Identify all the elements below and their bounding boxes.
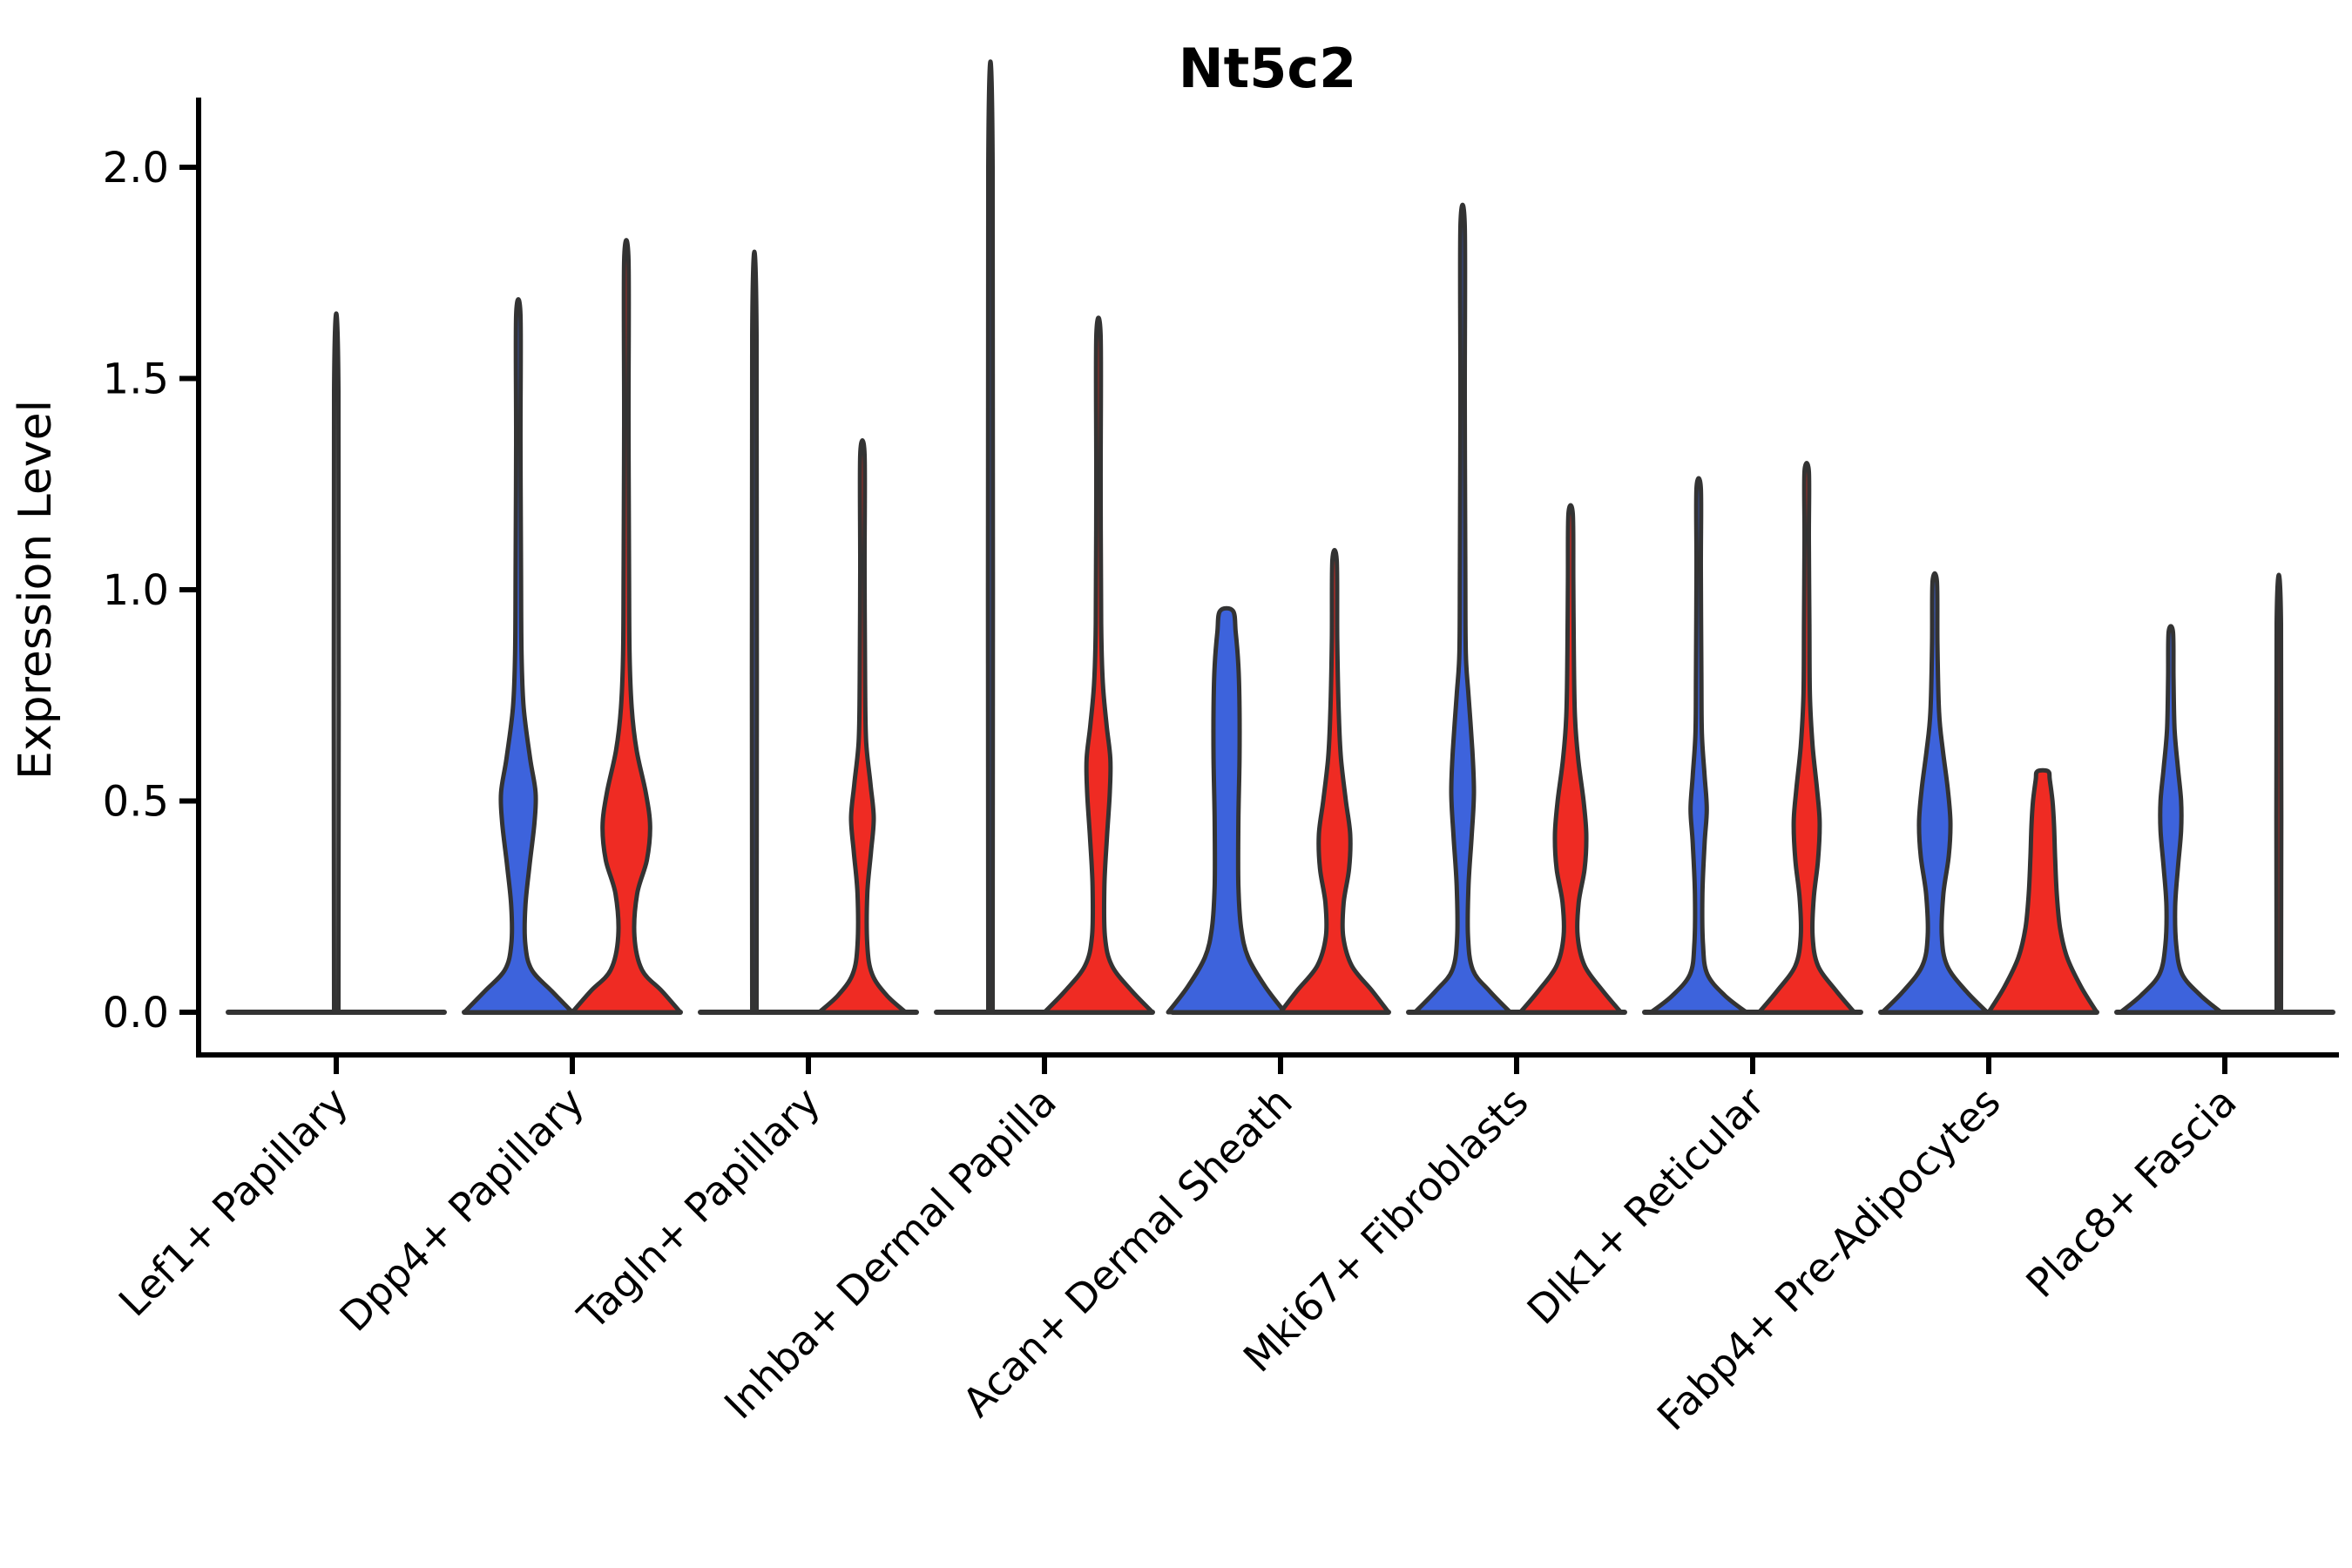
violins-layer xyxy=(331,59,2284,1015)
violin-2-blue xyxy=(462,297,575,1015)
violin-4-red xyxy=(1042,315,1155,1015)
violin-5-red xyxy=(1278,548,1391,1015)
y-tick-label: 1.0 xyxy=(103,566,169,615)
chart-title: Nt5c2 xyxy=(1179,37,1357,100)
violin-6-blue xyxy=(1412,202,1513,1015)
x-tick-label: Plac8+ Fascia xyxy=(2017,1078,2245,1307)
y-tick-label: 1.5 xyxy=(103,355,169,404)
x-tick-label: Dlk1+ Reticular xyxy=(1518,1078,1774,1334)
x-tick-label: Tagln+ Papillary xyxy=(568,1078,829,1340)
violin-7-red xyxy=(1756,461,1857,1015)
violin-1-unsplit-spike xyxy=(331,311,341,1015)
x-tick-label: Dpp4+ Papillary xyxy=(331,1078,593,1341)
y-tick-label: 2.0 xyxy=(103,144,169,193)
y-tick-label: 0.5 xyxy=(103,778,169,827)
violin-4-blue xyxy=(985,59,996,1015)
y-axis-label: Expression Level xyxy=(10,400,62,780)
y-tick-label: 0.0 xyxy=(103,989,169,1037)
violin-9-red xyxy=(2274,572,2284,1015)
y-axis-ticks: 0.0 0.5 1.0 1.5 2.0 xyxy=(103,144,199,1037)
violin-2-red xyxy=(570,238,683,1015)
violin-5-blue xyxy=(1166,605,1288,1015)
violin-3-red xyxy=(816,437,909,1015)
violin-8-red xyxy=(1986,767,2099,1015)
violin-7-blue xyxy=(1648,476,1749,1015)
violin-8-blue xyxy=(1880,571,1990,1015)
x-tick-label: Lef1+ Papillary xyxy=(110,1078,357,1326)
violin-3-blue xyxy=(749,249,760,1015)
violin-6-red xyxy=(1517,503,1624,1015)
violin-9-blue xyxy=(2118,624,2224,1015)
